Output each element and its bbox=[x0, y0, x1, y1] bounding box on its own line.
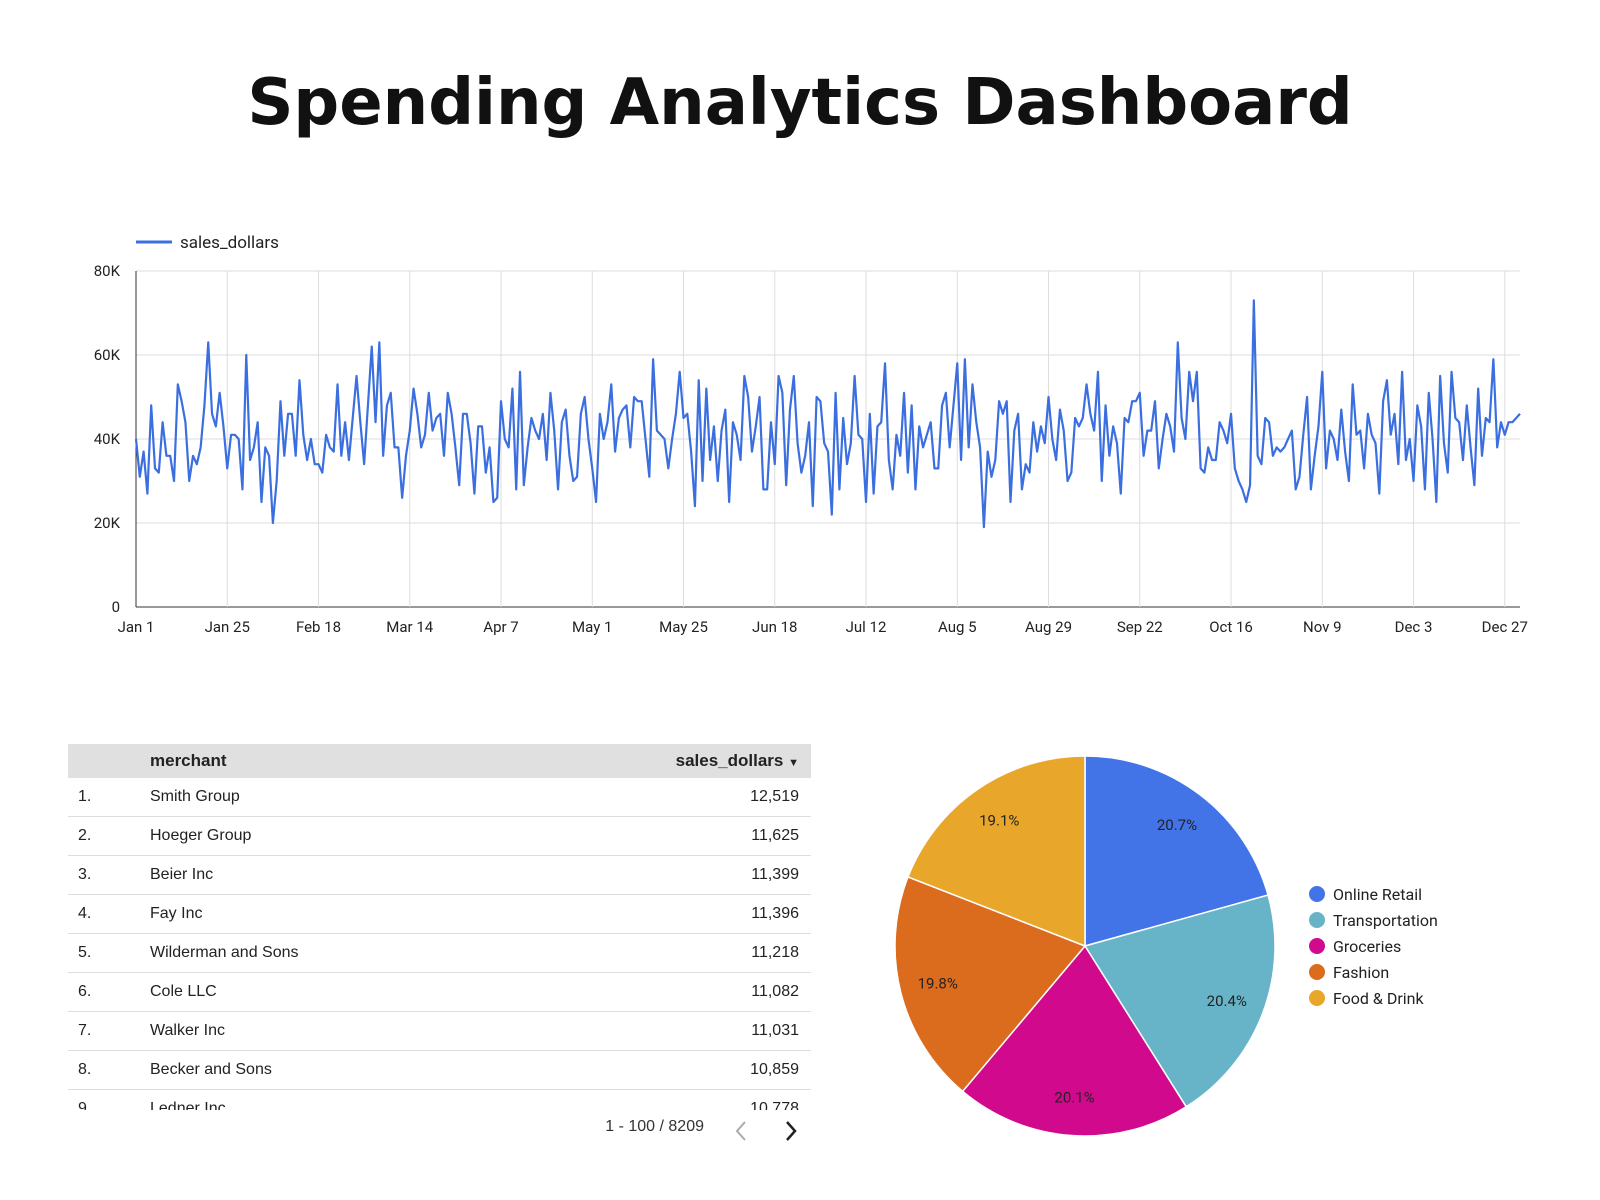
pie-slice bbox=[1084, 755, 1269, 947]
table-cell: Fay Inc bbox=[150, 905, 203, 922]
x-tick-label: Mar 14 bbox=[386, 618, 433, 636]
x-tick-label: Dec 3 bbox=[1395, 618, 1433, 636]
table-cell: 12,519 bbox=[750, 788, 799, 805]
line-series bbox=[134, 299, 1521, 529]
table-cell: 11,396 bbox=[751, 905, 799, 922]
table-cell: 8. bbox=[78, 1061, 92, 1078]
table-cell: Ledner Inc bbox=[150, 1100, 226, 1110]
table-cell: 1. bbox=[78, 788, 92, 805]
table-cell: Cole LLC bbox=[150, 983, 217, 1000]
x-tick-label: Oct 16 bbox=[1209, 618, 1253, 636]
table-row: 2. Hoeger Group 11,625 bbox=[68, 817, 811, 856]
table-row: 4. Fay Inc 11,396 bbox=[68, 895, 811, 934]
y-tick-label: 0 bbox=[112, 598, 120, 616]
table-row: 3. Beier Inc 11,399 bbox=[68, 856, 811, 895]
legend-label: Online Retail bbox=[1333, 885, 1422, 904]
slice-label: 20.4% bbox=[1207, 992, 1247, 1010]
legend-label: sales_dollars bbox=[180, 233, 279, 253]
sort-arrow[interactable]: ▼ bbox=[788, 757, 799, 769]
x-tick-label: Aug 5 bbox=[938, 618, 977, 636]
table-cell: 11,399 bbox=[751, 866, 799, 883]
table-cell: 3. bbox=[78, 866, 92, 883]
x-tick-label: Dec 27 bbox=[1482, 618, 1528, 636]
column-header-text[interactable]: sales_dollars bbox=[675, 751, 784, 770]
y-tick-label: 20K bbox=[94, 514, 121, 532]
slice-label: 19.8% bbox=[918, 975, 958, 993]
table-row: 6. Cole LLC 11,082 bbox=[68, 973, 811, 1012]
legend-label: Food & Drink bbox=[1333, 989, 1424, 1008]
pie-slice bbox=[894, 875, 1087, 1093]
x-tick-label: Feb 18 bbox=[296, 618, 341, 636]
slice-label: 20.1% bbox=[1054, 1089, 1094, 1107]
prev-page[interactable] bbox=[735, 1121, 746, 1141]
table-row: 8. Becker and Sons 10,859 bbox=[68, 1051, 811, 1090]
table: merchant sales_dollars ▼ 1. Smith Group 12… bbox=[68, 744, 811, 1110]
column-header[interactable]: merchant bbox=[150, 751, 227, 770]
table-cell: Smith Group bbox=[150, 788, 240, 805]
table-row: 5. Wilderman and Sons 11,218 bbox=[68, 934, 811, 973]
table-cell: Beier Inc bbox=[150, 866, 214, 883]
pagination-label: 1 - 100 / 8209 bbox=[605, 1118, 704, 1135]
legend-label: Groceries bbox=[1333, 937, 1401, 956]
pager-buttons bbox=[735, 1121, 797, 1141]
legend-swatch bbox=[1309, 964, 1325, 980]
x-tick-label: Sep 22 bbox=[1117, 618, 1163, 636]
dashboard-title: Spending Analytics Dashboard bbox=[247, 66, 1353, 140]
y-tick-label: 60K bbox=[94, 346, 121, 364]
table-cell: 9. bbox=[78, 1100, 92, 1110]
table-cell: 10,859 bbox=[750, 1061, 799, 1078]
column-header[interactable]: sales_dollars ▼ bbox=[611, 751, 811, 771]
legend-label: Fashion bbox=[1333, 963, 1389, 982]
x-tick-label: May 1 bbox=[572, 618, 612, 636]
table-cell: 2. bbox=[78, 827, 92, 844]
x-tick-label: Nov 9 bbox=[1303, 618, 1342, 636]
y-tick-label: 40K bbox=[94, 430, 121, 448]
y-tick-label: 80K bbox=[94, 262, 121, 280]
table-cell: Becker and Sons bbox=[150, 1061, 272, 1078]
table-cell: 6. bbox=[78, 983, 92, 1000]
table-header: merchant sales_dollars ▼ bbox=[68, 744, 811, 778]
x-tick-label: Aug 29 bbox=[1025, 618, 1072, 636]
table-cell: 11,218 bbox=[751, 944, 799, 961]
pie-slice bbox=[907, 755, 1086, 948]
x-tick-label: Jan 25 bbox=[205, 618, 250, 636]
table-cell: 10,778 bbox=[750, 1100, 799, 1110]
legend-swatch bbox=[1309, 938, 1325, 954]
table-row: 7. Walker Inc 11,031 bbox=[68, 1012, 811, 1051]
x-tick-label: May 25 bbox=[659, 618, 708, 636]
slice-label: 19.1% bbox=[979, 812, 1019, 830]
next-page[interactable] bbox=[786, 1121, 797, 1141]
legend-swatch bbox=[1309, 990, 1325, 1006]
x-tick-label: Jul 12 bbox=[846, 618, 887, 636]
x-tick-label: Jun 18 bbox=[752, 618, 797, 636]
table-cell: Wilderman and Sons bbox=[150, 944, 299, 961]
table-cell: Walker Inc bbox=[150, 1022, 225, 1039]
table-row: 1. Smith Group 12,519 bbox=[68, 778, 811, 817]
x-tick-label: Apr 7 bbox=[483, 618, 518, 636]
table-cell: 7. bbox=[78, 1022, 92, 1039]
table-cell: 11,625 bbox=[751, 827, 799, 844]
table-cell: 4. bbox=[78, 905, 92, 922]
pie-slice bbox=[1083, 894, 1276, 1108]
table-cell: 5. bbox=[78, 944, 92, 961]
legend-swatch bbox=[1309, 912, 1325, 928]
table-cell: 11,082 bbox=[751, 983, 799, 1000]
legend-swatch bbox=[1309, 886, 1325, 902]
legend-label: Transportation bbox=[1333, 911, 1438, 930]
slice-label: 20.7% bbox=[1157, 816, 1197, 834]
pie-slice bbox=[961, 944, 1188, 1137]
table-cell: 11,031 bbox=[751, 1022, 799, 1039]
x-tick-label: Jan 1 bbox=[118, 618, 155, 636]
table-cell: Hoeger Group bbox=[150, 827, 252, 844]
table-row: 9. Ledner Inc 10,778 bbox=[68, 1090, 811, 1110]
